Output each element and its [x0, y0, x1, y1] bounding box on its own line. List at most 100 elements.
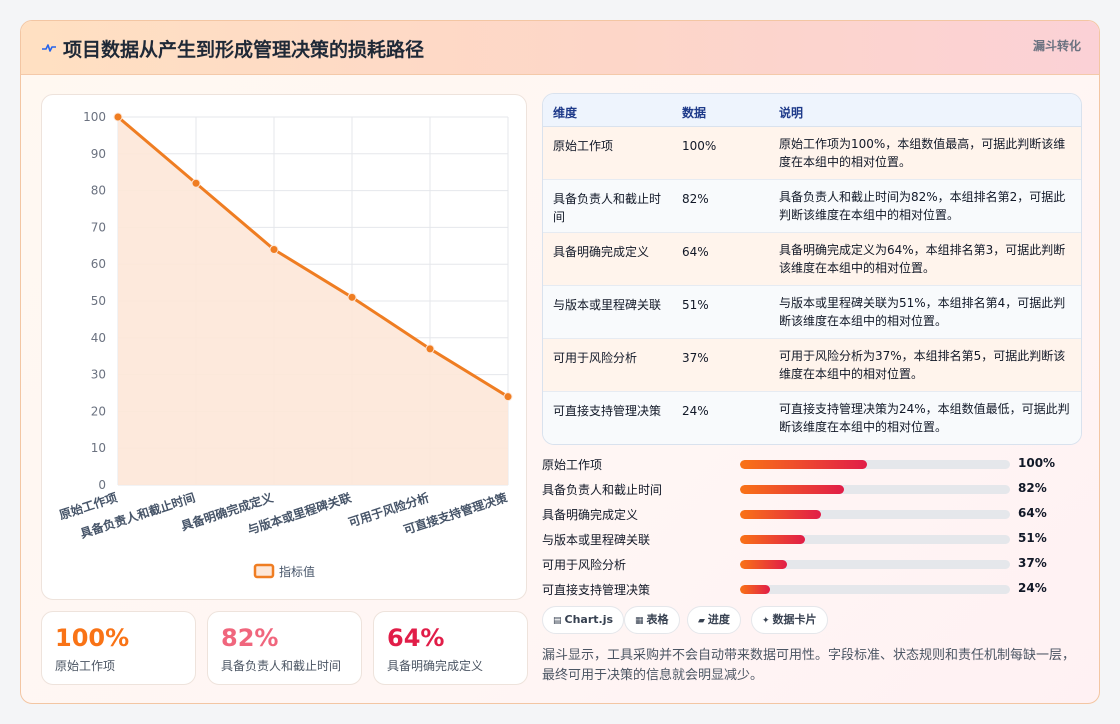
progress-value: 37%	[1018, 556, 1047, 570]
progress-fill	[740, 460, 867, 469]
progress-row: 具备负责人和截止时间 82%	[542, 480, 1082, 500]
cell-description: 原始工作项为100%，本组数值最高，可据此判断该维度在本组中的相对位置。	[779, 137, 1066, 169]
data-point	[191, 178, 201, 188]
progress-icon: ▰	[698, 616, 705, 626]
progress-row: 可用于风险分析 37%	[542, 555, 1082, 575]
cell-description: 可用于风险分析为37%，本组排名第5，可据此判断该维度在本组中的相对位置。	[779, 349, 1066, 381]
progress-fill	[740, 535, 805, 544]
stat-card-1: 100% 原始工作项	[41, 611, 196, 685]
cell-dimension: 与版本或里程碑关联	[553, 298, 662, 312]
stat-card-3: 64% 具备明确完成定义	[373, 611, 528, 685]
legend-label: 指标值	[279, 564, 315, 579]
sparkle-icon: ✦	[762, 616, 770, 626]
progress-track	[740, 460, 1010, 469]
tag-label: Chart.js	[564, 613, 614, 626]
cell-dimension: 可用于风险分析	[553, 351, 638, 365]
series-line	[117, 115, 509, 398]
cell-description: 具备负责人和截止时间为82%，本组排名第2，可据此判断该维度在本组中的相对位置。	[779, 190, 1066, 222]
cell-dimension: 具备明确完成定义	[553, 245, 650, 259]
cell-description: 可直接支持管理决策为24%，本组数值最低，可据此判断该维度在本组中的相对位置。	[779, 402, 1070, 434]
y-tick-label: 0	[98, 478, 106, 492]
column-header-data: 数据	[682, 106, 707, 120]
tag-chartjs[interactable]: ▤ Chart.js	[542, 606, 625, 634]
column-header-dimension: 维度	[553, 106, 578, 120]
cell-dimension: 具备负责人和截止时间	[553, 192, 662, 224]
progress-label: 具备明确完成定义	[542, 508, 639, 522]
y-tick-label: 70	[91, 220, 106, 234]
progress-fill	[740, 585, 770, 594]
stat-label: 具备负责人和截止时间	[221, 659, 342, 673]
table-row: 可直接支持管理决策 24% 可直接支持管理决策为24%，本组数值最低，可据此判断…	[543, 392, 1081, 444]
header-badge: 漏斗转化	[1032, 39, 1081, 53]
cell-data: 24%	[682, 404, 709, 418]
progress-value: 100%	[1018, 456, 1056, 470]
progress-fill	[740, 485, 844, 494]
cell-dimension: 原始工作项	[553, 139, 614, 153]
y-tick-label: 50	[91, 294, 106, 308]
data-point	[347, 292, 357, 302]
table-icon: ▦	[635, 616, 644, 626]
progress-fill	[740, 510, 821, 519]
progress-track	[740, 510, 1010, 519]
y-tick-label: 60	[91, 257, 106, 271]
tag-progress[interactable]: ▰ 进度	[687, 606, 741, 634]
progress-label: 可用于风险分析	[542, 558, 627, 572]
cell-dimension: 可直接支持管理决策	[553, 404, 662, 418]
stat-value: 64%	[387, 624, 445, 652]
page-title: 项目数据从产生到形成管理决策的损耗路径	[63, 39, 425, 61]
stat-card-2: 82% 具备负责人和截止时间	[207, 611, 362, 685]
summary-note: 漏斗显示，工具采购并不会自动带来数据可用性。字段标准、状态规则和责任机制每缺一层…	[542, 648, 1076, 683]
tag-data-cards[interactable]: ✦ 数据卡片	[751, 606, 828, 634]
y-tick-label: 40	[91, 331, 106, 345]
progress-label: 可直接支持管理决策	[542, 583, 651, 597]
stat-label: 原始工作项	[55, 659, 116, 673]
progress-value: 64%	[1018, 506, 1047, 520]
progress-row: 可直接支持管理决策 24%	[542, 580, 1082, 600]
cell-data: 82%	[682, 192, 709, 206]
progress-track	[740, 560, 1010, 569]
progress-value: 24%	[1018, 581, 1047, 595]
pulse-icon	[42, 44, 56, 52]
stat-value: 100%	[55, 624, 130, 652]
progress-row: 与版本或里程碑关联 51%	[542, 530, 1082, 550]
column-header-description: 说明	[779, 106, 804, 120]
cell-data: 37%	[682, 351, 709, 365]
data-point	[503, 392, 513, 402]
progress-value: 51%	[1018, 531, 1047, 545]
stat-value: 82%	[221, 624, 279, 652]
line-chart: 0102030405060708090100原始工作项具备负责人和截止时间具备明…	[57, 110, 513, 579]
progress-row: 具备明确完成定义 64%	[542, 505, 1082, 525]
y-tick-label: 80	[91, 184, 106, 198]
table-row: 可用于风险分析 37% 可用于风险分析为37%，本组排名第5，可据此判断该维度在…	[543, 339, 1081, 392]
table-row: 具备明确完成定义 64% 具备明确完成定义为64%，本组排名第3，可据此判断该维…	[543, 233, 1081, 286]
progress-value: 82%	[1018, 481, 1047, 495]
progress-track	[740, 485, 1010, 494]
chart-icon: ▤	[553, 616, 562, 626]
cell-description: 具备明确完成定义为64%，本组排名第3，可据此判断该维度在本组中的相对位置。	[779, 243, 1066, 275]
progress-track	[740, 585, 1010, 594]
y-tick-label: 100	[83, 110, 106, 124]
data-point	[113, 112, 123, 122]
data-point	[269, 244, 279, 254]
y-tick-label: 30	[91, 368, 106, 382]
series-area	[118, 117, 508, 485]
legend-swatch	[253, 563, 275, 579]
data-point	[425, 344, 435, 354]
dashboard-card: 项目数据从产生到形成管理决策的损耗路径 漏斗转化 0 10 20 30 40 50 60 70…	[20, 20, 1100, 704]
progress-label: 具备负责人和截止时间	[542, 483, 663, 497]
progress-row: 原始工作项 100%	[542, 455, 1082, 475]
cell-description: 与版本或里程碑关联为51%，本组排名第4，可据此判断该维度在本组中的相对位置。	[779, 296, 1066, 328]
tag-label: 数据卡片	[772, 613, 817, 626]
cell-data: 64%	[682, 245, 709, 259]
line-chart-panel: 0 10 20 30 40 50 60 70 80 90 100 原始工作项 具备负责人和截止时间 具备明…	[41, 94, 527, 600]
progress-track	[740, 535, 1010, 544]
tag-table[interactable]: ▦ 表格	[624, 606, 680, 634]
progress-fill	[740, 560, 788, 569]
progress-label: 原始工作项	[542, 458, 603, 472]
cell-data: 51%	[682, 298, 709, 312]
table-row: 具备负责人和截止时间 82% 具备负责人和截止时间为82%，本组排名第2，可据此…	[543, 180, 1081, 233]
table-row: 原始工作项 100% 原始工作项为100%，本组数值最高，可据此判断该维度在本组…	[543, 127, 1081, 180]
tag-label: 表格	[646, 613, 669, 626]
tag-label: 进度	[707, 613, 730, 626]
stat-label: 具备明确完成定义	[387, 659, 484, 673]
